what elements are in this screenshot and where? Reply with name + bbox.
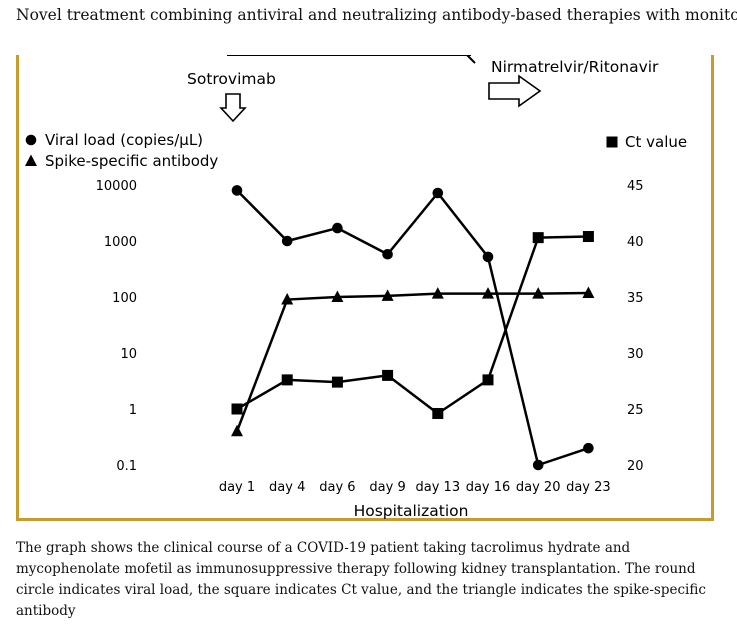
annotation-sotrovimab-arrow [219,93,247,123]
legend-triangle-label: Spike-specific antibody [45,152,218,170]
triangle-point [482,287,494,299]
square-point [432,407,444,419]
circle-series-line [236,189,589,467]
y-right-tick-label: 25 [627,403,644,418]
triangle-point [431,287,444,299]
triangle-point [532,287,545,299]
figure-caption: The graph shows the clinical course of a… [16,540,706,619]
triangle-point [281,293,294,305]
legend-square-label: Ct value [625,133,687,151]
circle-point [432,187,444,199]
annotation-nirmatrelvir-arrow [488,74,542,108]
legend-circle-marker [25,134,37,146]
top-rule-tip [466,55,476,64]
square-point [281,374,293,386]
figure-frame: 0.1 1 10 100 1000 10000 20 25 30 35 40 45 day 1 day 4… [16,55,714,521]
x-tick-label: day 6 [319,480,355,495]
y-left-tick-label: 1 [129,403,137,418]
triangle-point [381,289,394,301]
circle-point [231,185,243,196]
x-tick-label: day 16 [466,480,511,495]
y-left-tick-label: 10 [120,347,137,362]
triangle-series-line [235,291,589,432]
annotation-sotrovimab-label: Sotrovimab [187,70,276,88]
x-tick-label: day 20 [516,480,561,495]
square-series-line [236,235,589,415]
triangle-point [231,424,243,437]
legend-circle-label: Viral load (copies/μL) [45,131,203,149]
x-tick-label: day 9 [369,480,405,495]
x-tick-label: day 23 [566,480,611,495]
y-left-tick-label: 0.1 [116,459,137,474]
y-left-tick-label: 100 [112,291,137,306]
square-point [482,374,494,386]
triangle-point [582,286,595,298]
x-tick-label: day 4 [269,480,305,495]
square-point [532,232,544,244]
square-point [582,231,594,243]
annotation-nirmatrelvir-label: Nirmatrelvir/Ritonavir [491,58,659,76]
circle-point [332,222,343,234]
circle-point [482,251,494,263]
page-title: Novel treatment combining antiviral and … [16,6,737,24]
legend-triangle-marker [25,154,37,166]
y-right-tick-label: 20 [627,459,644,474]
y-left-tick-label: 10000 [96,179,137,194]
square-point [231,403,243,415]
circle-point [583,442,594,454]
circle-point [382,248,393,260]
triangle-point [331,290,344,302]
square-point [331,376,343,388]
square-point [382,369,394,381]
y-right-tick-label: 30 [627,347,644,362]
x-axis-title: Hospitalization [354,502,469,520]
y-right-tick-label: 45 [627,179,644,194]
x-tick-label: day 13 [416,480,461,495]
y-left-tick-label: 1000 [104,235,137,250]
circle-point [281,235,293,247]
chart: 0.1 1 10 100 1000 10000 20 25 30 35 40 45 day 1 day 4… [25,55,687,520]
y-right-tick-label: 40 [627,235,644,250]
circle-point [532,459,544,471]
legend-square-marker [606,136,618,148]
y-right-tick-label: 35 [627,291,644,306]
x-tick-label: day 1 [219,480,255,495]
